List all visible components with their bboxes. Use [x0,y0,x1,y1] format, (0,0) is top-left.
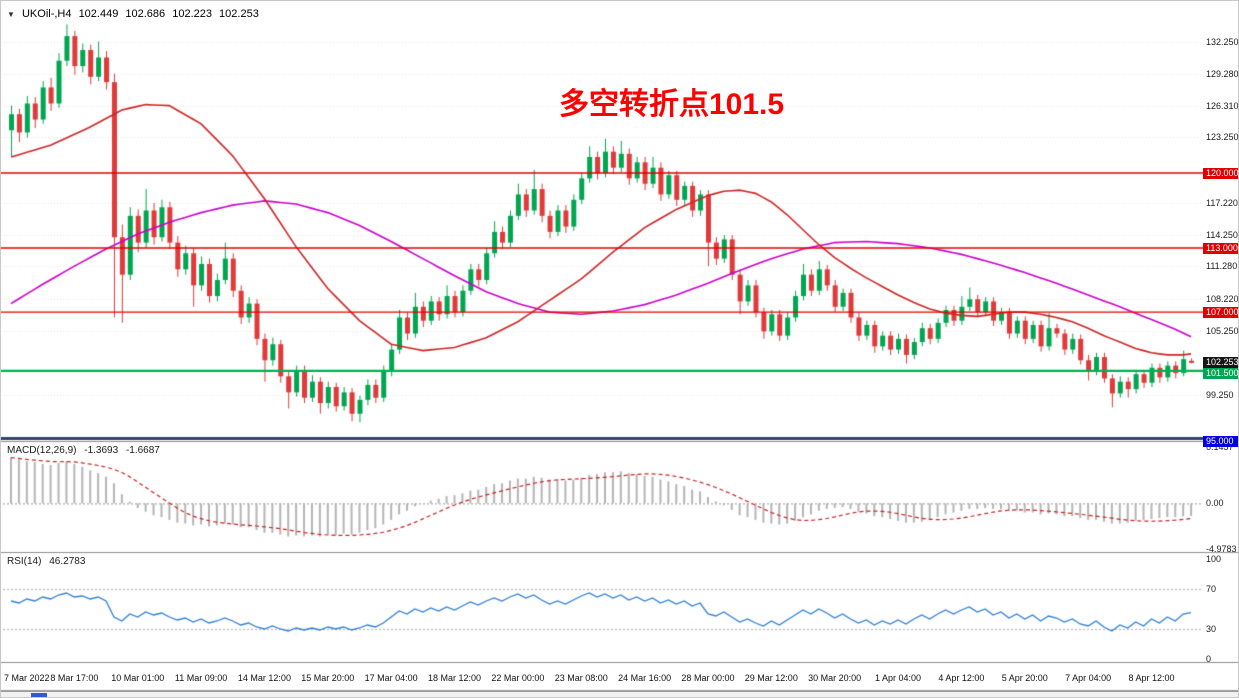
price-line-badge: 101.500 [1203,367,1238,379]
price-axis-label: 126.310 [1206,101,1239,111]
time-axis-label: 7 Apr 04:00 [1065,673,1112,683]
time-axis-label: 8 Mar 17:00 [50,673,99,683]
time-axis-label: 29 Mar 12:00 [744,673,798,683]
macd-axis-label: -4.9783 [1206,544,1237,554]
scrollbar-thumb[interactable] [31,693,47,697]
time-axis-label: 4 Apr 12:00 [938,673,985,683]
ohlc-open: 102.449 [78,8,119,20]
price-line-badge: 120.000 [1203,167,1238,179]
symbol-period-label: UKOil-,H4 [21,8,72,20]
time-axis-label: 18 Mar 12:00 [427,673,482,683]
price-axis-label: 99.250 [1206,390,1234,400]
price-axis-label: 129.280 [1206,69,1239,79]
time-axis-label: 17 Mar 04:00 [364,673,418,683]
time-axis-label: 22 Mar 00:00 [491,673,545,683]
time-axis-label: 23 Mar 08:00 [554,673,608,683]
ohlc-low: 102.223 [172,8,212,20]
rsi-indicator-label: RSI(14) 46.2783 [7,556,90,567]
ohlc-high: 102.686 [125,8,166,20]
price-axis-label: 117.220 [1206,198,1238,208]
dropdown-arrow-icon[interactable]: ▼ [7,10,15,19]
price-axis-label: 132.250 [1206,37,1239,47]
macd-value-main: -1.3693 [84,445,119,456]
price-axis-label: 108.220 [1206,294,1239,304]
price-line-badge: 113.000 [1203,242,1238,254]
time-axis-label: 7 Mar 2022 [4,673,50,683]
rsi-axis-label: 100 [1206,554,1222,564]
price-axis-label: 114.250 [1206,230,1238,240]
time-axis-label: 28 Mar 00:00 [681,673,735,683]
time-axis-label: 24 Mar 16:00 [618,673,672,683]
rsi-axis-label: 30 [1206,624,1217,634]
horizontal-scrollbar[interactable] [1,691,1238,697]
ohlc-close: 102.253 [219,8,259,20]
time-axis-label: 11 Mar 09:00 [174,673,228,683]
macd-value-signal: -1.6687 [125,445,160,456]
time-axis-label: 5 Apr 20:00 [1001,673,1048,683]
rsi-name: RSI(14) [7,556,42,567]
chart-title: ▼ UKOil-,H4 102.449 102.686 102.223 102.… [7,8,263,20]
rsi-axis-label: 70 [1206,584,1217,594]
time-axis-label: 8 Apr 12:00 [1128,673,1175,683]
time-axis-label: 30 Mar 20:00 [808,673,862,683]
price-axis-label: 123.250 [1206,132,1239,142]
price-line-badge: 107.000 [1203,306,1238,318]
annotation-text: 多空转折点101.5 [559,88,785,121]
time-axis-label: 15 Mar 20:00 [301,673,355,683]
price-line-badge: 95.000 [1203,435,1238,447]
price-axis-label: 111.280 [1206,261,1238,271]
time-axis-label: 10 Mar 01:00 [111,673,165,683]
macd-indicator-label: MACD(12,26,9) -1.3693 -1.6687 [7,445,165,456]
time-axis-label: 1 Apr 04:00 [875,673,922,683]
rsi-value: 46.2783 [49,556,86,567]
price-axis-label: 105.250 [1206,326,1239,336]
time-axis-label: 14 Mar 12:00 [237,673,291,683]
price-line-badge: 102.253 [1203,356,1238,368]
macd-axis-label: 6.1457 [1206,442,1234,452]
macd-name: MACD(12,26,9) [7,445,77,456]
rsi-axis-label: 0 [1206,654,1212,664]
macd-axis-label: 0.00 [1206,498,1224,508]
